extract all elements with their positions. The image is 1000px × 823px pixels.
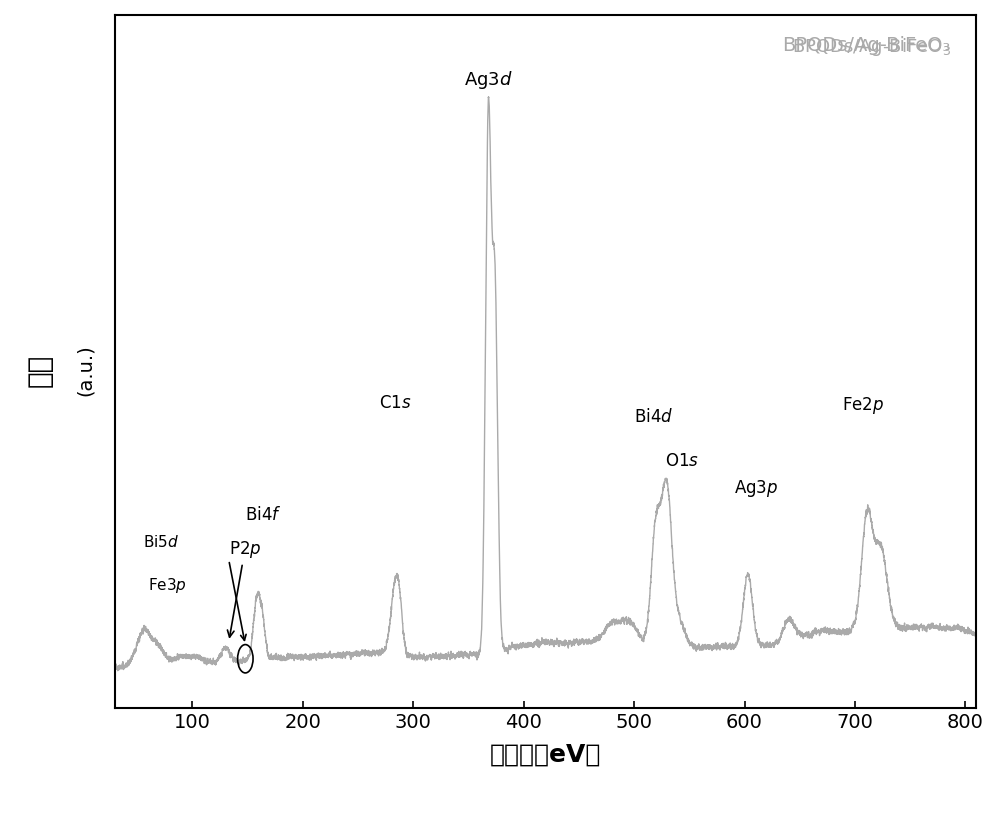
Text: BPQDs/Ag-BiFeO$_3$: BPQDs/Ag-BiFeO$_3$ (792, 35, 951, 58)
Text: C1$s$: C1$s$ (379, 394, 412, 412)
Text: BPQDs/Ag-BiFeO₃: BPQDs/Ag-BiFeO₃ (782, 35, 951, 55)
X-axis label: 结合能（eV）: 结合能（eV） (490, 743, 601, 767)
Text: 强度: 强度 (26, 354, 54, 387)
Text: Bi5$d$: Bi5$d$ (143, 534, 179, 550)
Text: O1$s$: O1$s$ (665, 453, 699, 471)
Text: P2$p$: P2$p$ (227, 539, 261, 637)
Text: Fe3$p$: Fe3$p$ (148, 576, 187, 595)
Text: Bi4$d$: Bi4$d$ (634, 408, 673, 426)
Text: Fe2$p$: Fe2$p$ (842, 395, 884, 416)
Text: Bi4$f$: Bi4$f$ (245, 505, 282, 523)
Text: (a.u.): (a.u.) (76, 345, 94, 396)
Text: Ag3$d$: Ag3$d$ (464, 68, 513, 91)
Text: Ag3$p$: Ag3$p$ (734, 478, 778, 499)
